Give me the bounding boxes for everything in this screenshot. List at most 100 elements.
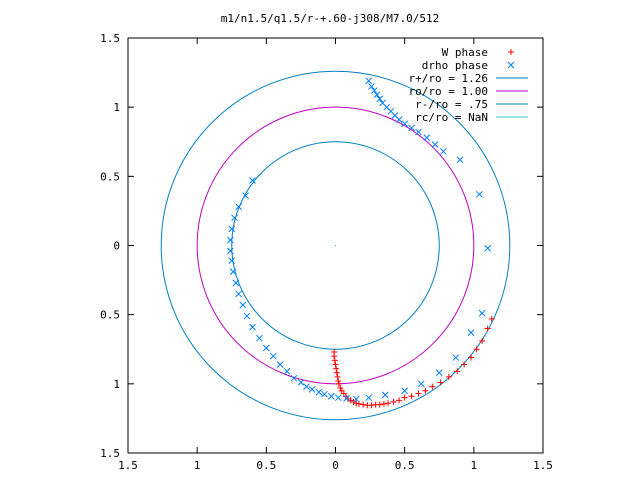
w-phase-point	[368, 402, 375, 409]
drho-phase-point	[227, 236, 234, 244]
w-phase-point	[376, 401, 383, 408]
w-phase-point	[422, 387, 429, 394]
x-tick-label: 0.5	[395, 459, 415, 472]
y-tick-label: 1.5	[100, 32, 120, 45]
circle-1	[196, 106, 475, 385]
legend-swatch-plus	[508, 49, 514, 55]
drho-phase-point	[315, 388, 323, 396]
chart-title: m1/n1.5/q1.5/r-+.60-j308/M7.0/512	[221, 12, 440, 25]
drho-phase-point	[467, 329, 475, 337]
drho-phase-point	[476, 190, 483, 198]
y-tick-label: 0.5	[100, 309, 120, 322]
drho-phase-point	[242, 192, 249, 200]
w-phase-point	[484, 325, 491, 332]
drho-phase-point	[370, 87, 378, 94]
drho-phase-point	[484, 244, 492, 252]
drho-phase-point	[343, 395, 350, 402]
w-phase-point	[488, 315, 495, 322]
drho-phase-point	[365, 77, 373, 85]
legend-label: W phase	[442, 46, 488, 59]
w-phase-point	[396, 397, 403, 404]
center-dot	[334, 244, 337, 247]
w-phase-point	[461, 361, 468, 368]
drho-phase-point	[417, 380, 425, 388]
legend-label: rc/ro = NaN	[415, 111, 488, 124]
drho-phase-point	[243, 312, 251, 320]
drho-phase-point	[373, 91, 381, 99]
w-phase-point	[331, 353, 338, 360]
legend-label: drho phase	[422, 59, 488, 72]
w-phase-point	[353, 400, 360, 407]
drho-phase-point	[327, 392, 335, 400]
drho-phase-point	[308, 386, 316, 393]
legend-label: ro/ro = 1.00	[409, 85, 488, 98]
y-tick-label: 1	[113, 101, 120, 114]
drho-phase-point	[235, 203, 243, 211]
y-tick-label: 1.5	[100, 447, 120, 460]
x-tick-label: 0	[332, 459, 339, 472]
drho-phase-point	[283, 368, 291, 375]
circle-1-26	[160, 70, 511, 421]
drho-phase-point	[415, 128, 422, 136]
drho-phase-point	[478, 309, 486, 317]
drho-phase-point	[440, 148, 447, 155]
drho-phase-point	[297, 379, 305, 386]
w-phase-point	[334, 373, 341, 380]
x-tick-label: 1.5	[118, 459, 138, 472]
drho-phase-point	[239, 301, 247, 309]
drho-phase-point	[269, 352, 277, 360]
w-phase-point	[335, 378, 342, 385]
drho-phase-point	[290, 374, 298, 382]
w-phase-point	[401, 394, 408, 401]
reference-circles	[160, 70, 511, 421]
w-phase-point	[335, 380, 342, 387]
w-phase-point	[445, 373, 452, 380]
drho-phase-point	[256, 334, 263, 342]
legend-label: r-/ro = .75	[415, 98, 488, 111]
w-phase-point	[390, 398, 397, 405]
x-tick-label: 0.5	[256, 459, 276, 472]
circle-0-75	[231, 141, 440, 350]
drho-phase-point	[352, 395, 360, 403]
legend-swatch-cross	[507, 61, 515, 69]
data-points	[227, 77, 495, 409]
y-tick-label: 1	[113, 378, 120, 391]
w-phase-point	[385, 400, 392, 407]
w-phase-point	[408, 393, 415, 400]
w-phase-point	[333, 365, 340, 372]
drho-phase-point	[235, 290, 243, 298]
drho-phase-point	[276, 361, 284, 368]
w-phase-point	[415, 390, 422, 397]
x-tick-label: 1	[194, 459, 201, 472]
w-phase-point	[337, 384, 344, 391]
w-phase-point	[468, 354, 475, 361]
drho-phase-point	[231, 214, 238, 222]
w-phase-point	[437, 379, 444, 386]
drho-phase-point	[452, 354, 460, 361]
w-phase-point	[454, 368, 461, 375]
drho-phase-point	[401, 120, 409, 128]
drho-phase-point	[229, 268, 237, 276]
w-phase-point	[380, 400, 387, 407]
drho-phase-point	[334, 394, 342, 402]
drho-phase-point	[376, 95, 384, 103]
drho-phase-point	[408, 124, 415, 132]
w-phase-point	[479, 337, 486, 344]
drho-phase-point	[456, 156, 464, 164]
w-phase-point	[473, 346, 480, 353]
x-tick-label: 1	[471, 459, 478, 472]
drho-phase-point	[365, 394, 373, 402]
drho-phase-point	[227, 247, 234, 255]
axes: 1.5 1 0.5 0 0.5 1 1.51.510.500.511.5	[100, 32, 553, 472]
w-phase-point	[331, 357, 338, 364]
drho-phase-point	[431, 141, 439, 148]
drho-phase-point	[303, 383, 310, 390]
x-tick-label: 1.5	[533, 459, 553, 472]
w-phase-point	[333, 369, 340, 376]
drho-phase-point	[381, 391, 389, 399]
drho-phase-point	[228, 257, 236, 265]
drho-phase-point	[435, 369, 443, 377]
y-tick-label: 0.5	[100, 170, 120, 183]
